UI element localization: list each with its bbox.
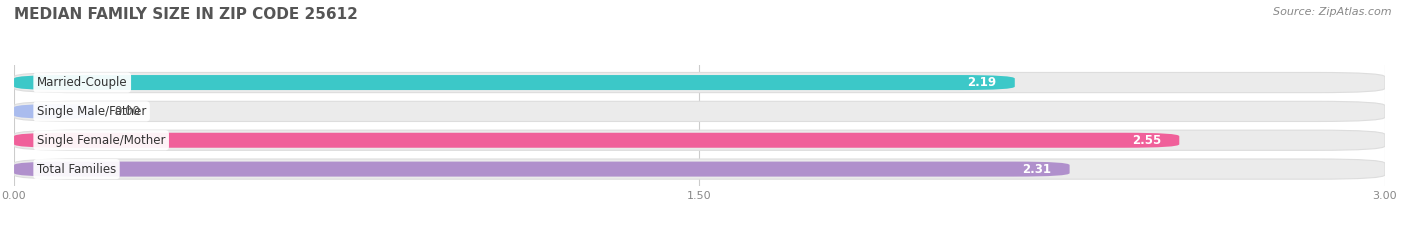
Text: MEDIAN FAMILY SIZE IN ZIP CODE 25612: MEDIAN FAMILY SIZE IN ZIP CODE 25612 — [14, 7, 359, 22]
Text: 0.00: 0.00 — [115, 105, 141, 118]
Text: 2.19: 2.19 — [967, 76, 997, 89]
Text: 2.55: 2.55 — [1132, 134, 1161, 147]
Text: Single Male/Father: Single Male/Father — [37, 105, 146, 118]
FancyBboxPatch shape — [14, 104, 96, 119]
Text: 2.31: 2.31 — [1022, 163, 1052, 176]
FancyBboxPatch shape — [14, 72, 1385, 93]
Text: Married-Couple: Married-Couple — [37, 76, 128, 89]
Text: Source: ZipAtlas.com: Source: ZipAtlas.com — [1274, 7, 1392, 17]
Text: Total Families: Total Families — [37, 163, 117, 176]
FancyBboxPatch shape — [14, 133, 1180, 148]
FancyBboxPatch shape — [14, 130, 1385, 150]
Text: Single Female/Mother: Single Female/Mother — [37, 134, 166, 147]
FancyBboxPatch shape — [14, 75, 1015, 90]
FancyBboxPatch shape — [14, 159, 1385, 179]
FancyBboxPatch shape — [14, 101, 1385, 121]
FancyBboxPatch shape — [14, 162, 1070, 177]
